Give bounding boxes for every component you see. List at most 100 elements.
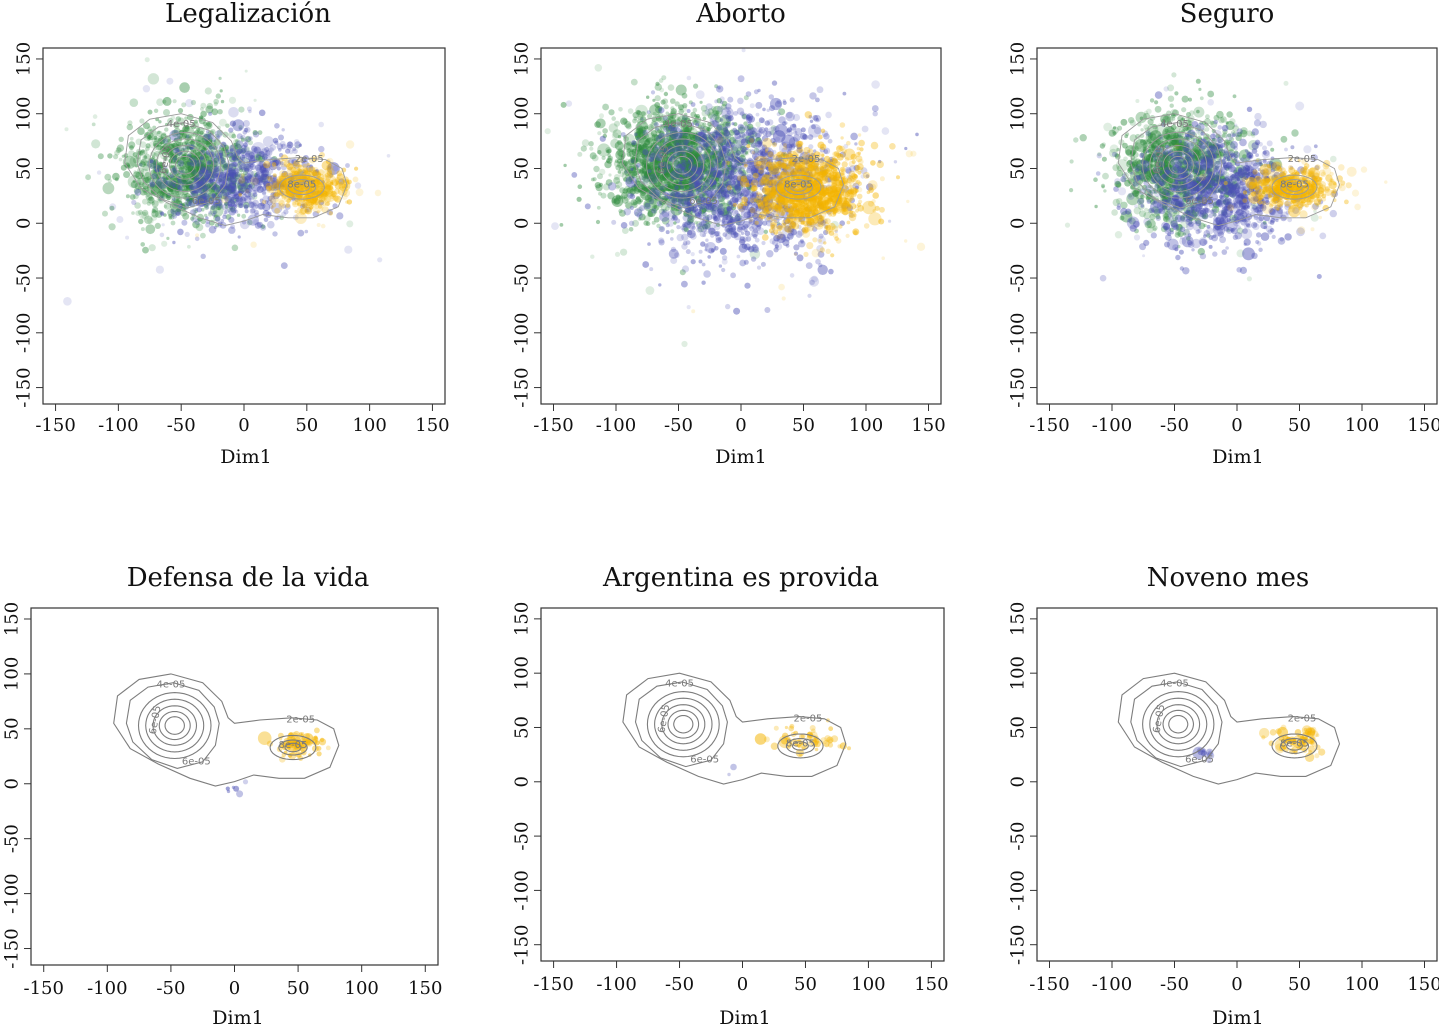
scatter-point [709, 185, 714, 190]
scatter-point [203, 202, 209, 208]
scatter-point [726, 201, 732, 207]
scatter-point [686, 200, 690, 205]
scatter-point [204, 196, 209, 200]
scatter-point [675, 192, 681, 198]
scatter-point [236, 196, 247, 206]
scatter-point [773, 166, 777, 171]
scatter-point [325, 191, 330, 196]
scatter-point [247, 193, 256, 201]
scatter-point [198, 173, 203, 178]
scatter-point [252, 177, 261, 187]
scatter-point [157, 181, 163, 186]
scatter-point [239, 168, 244, 173]
scatter-point [681, 149, 689, 156]
scatter-point [642, 149, 649, 155]
scatter-point [641, 162, 648, 169]
scatter-point [675, 186, 681, 192]
scatter-point [311, 200, 324, 213]
scatter-point [198, 184, 206, 191]
scatter-point [273, 192, 278, 197]
scatter-point [199, 176, 205, 182]
scatter-point [904, 146, 908, 151]
scatter-point [703, 142, 708, 147]
scatter-point [187, 164, 194, 171]
scatter-point [696, 182, 702, 188]
scatter-point [334, 179, 340, 185]
scatter-point [687, 181, 695, 189]
scatter-point [737, 97, 744, 105]
scatter-point [218, 203, 224, 210]
scatter-point [284, 203, 291, 210]
scatter-point [228, 127, 234, 133]
scatter-point [194, 218, 201, 225]
scatter-point [241, 194, 249, 201]
scatter-point [691, 151, 699, 159]
scatter-point [323, 186, 331, 194]
scatter-point [252, 130, 258, 136]
scatter-point [228, 226, 236, 234]
scatter-point [630, 157, 639, 165]
scatter-point [687, 215, 695, 224]
scatter-point [261, 189, 267, 195]
scatter-point [619, 167, 623, 172]
scatter-point [315, 183, 322, 190]
scatter-point [657, 110, 662, 115]
scatter-point [147, 109, 153, 115]
scatter-point [639, 143, 645, 149]
scatter-point [682, 124, 689, 131]
scatter-point [276, 175, 287, 186]
scatter-point [178, 162, 182, 166]
scatter-point [316, 172, 322, 177]
scatter-point [318, 196, 326, 203]
scatter-point [652, 111, 657, 116]
scatter-point [285, 185, 293, 193]
scatter-point [114, 177, 119, 182]
scatter-point [276, 182, 284, 189]
scatter-point [321, 190, 329, 198]
scatter-point [326, 208, 333, 216]
scatter-point [329, 173, 334, 178]
scatter-point [735, 149, 741, 155]
scatter-point [676, 164, 681, 168]
scatter-point [330, 190, 337, 198]
scatter-point [214, 223, 220, 228]
scatter-point [177, 228, 184, 236]
scatter-point [614, 141, 624, 151]
scatter-point [728, 151, 736, 158]
scatter-point [736, 213, 741, 217]
scatter-point [657, 165, 661, 170]
scatter-point [716, 98, 722, 104]
scatter-point [686, 75, 692, 81]
scatter-point [677, 198, 681, 203]
scatter-point [185, 134, 190, 139]
scatter-point [687, 153, 693, 159]
scatter-point [712, 113, 720, 121]
scatter-point [714, 84, 719, 89]
scatter-point [188, 162, 193, 167]
scatter-point [116, 216, 124, 223]
scatter-point [281, 170, 289, 178]
scatter-point [231, 133, 237, 139]
scatter-point [192, 172, 197, 178]
scatter-point [253, 209, 259, 215]
scatter-point [63, 297, 72, 306]
scatter-point [151, 162, 157, 169]
scatter-point [606, 148, 612, 154]
scatter-point [295, 144, 300, 149]
scatter-point [319, 189, 328, 198]
scatter-point [321, 160, 332, 171]
scatter-point [255, 172, 260, 176]
scatter-point [162, 99, 167, 104]
scatter-point [727, 164, 733, 170]
scatter-point [195, 135, 203, 143]
scatter-point [785, 111, 795, 122]
scatter-point [762, 194, 768, 201]
scatter-point [134, 182, 142, 190]
scatter-point [213, 101, 218, 107]
scatter-point [222, 214, 227, 220]
scatter-point [638, 143, 649, 154]
scatter-point [450, 278, 457, 285]
scatter-point [324, 182, 331, 189]
scatter-point [228, 107, 239, 118]
scatter-point [170, 215, 175, 220]
